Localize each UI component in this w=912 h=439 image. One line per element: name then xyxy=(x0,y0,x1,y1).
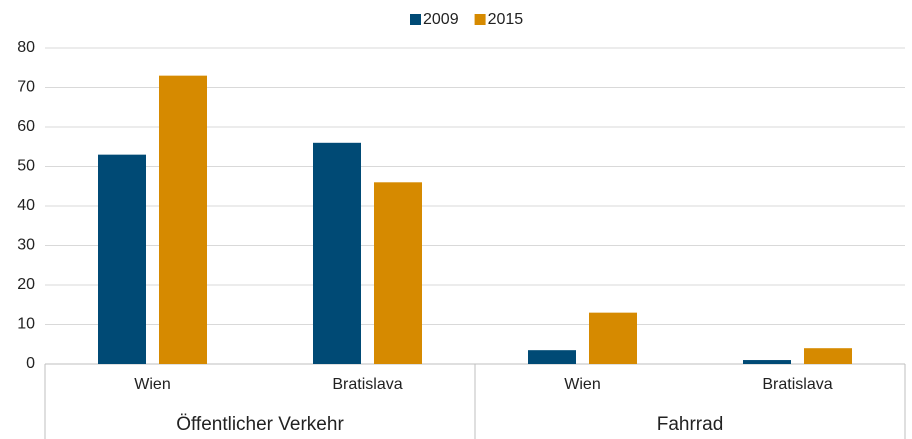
bar xyxy=(528,350,576,364)
bar xyxy=(743,360,791,364)
x-tick-label: Wien xyxy=(134,376,170,393)
y-tick-label: 0 xyxy=(26,355,35,372)
bar xyxy=(804,348,852,364)
y-tick-label: 80 xyxy=(17,39,35,56)
legend-label: 2015 xyxy=(488,11,524,28)
group-label: Fahrrad xyxy=(657,414,724,435)
bar xyxy=(159,75,207,365)
bar xyxy=(313,142,361,364)
legend-swatch xyxy=(410,14,421,25)
bar xyxy=(374,182,422,364)
legend-label: 2009 xyxy=(423,11,459,28)
y-tick-label: 60 xyxy=(17,118,35,135)
y-tick-label: 50 xyxy=(17,158,35,175)
y-tick-label: 70 xyxy=(17,79,35,96)
y-tick-label: 40 xyxy=(17,197,35,214)
y-tick-label: 10 xyxy=(17,316,35,333)
legend-swatch xyxy=(474,14,486,25)
y-tick-label: 30 xyxy=(17,237,35,254)
x-tick-label: Bratislava xyxy=(332,376,402,393)
bar xyxy=(589,312,637,364)
x-tick-label: Wien xyxy=(564,376,600,393)
x-tick-label: Bratislava xyxy=(762,376,832,393)
y-tick-label: 20 xyxy=(17,276,35,293)
bar xyxy=(98,154,146,364)
group-label: Öffentlicher Verkehr xyxy=(176,414,344,435)
